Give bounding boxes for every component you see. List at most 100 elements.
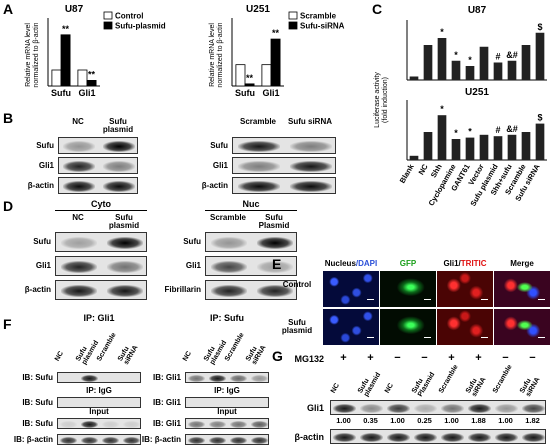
row-label: β-actin (294, 432, 325, 442)
band (63, 161, 95, 172)
column-header: Merge (494, 259, 550, 268)
column-header: Nucleus/DAPI (323, 259, 379, 268)
band (106, 261, 144, 273)
band (102, 437, 119, 444)
lane-label: Sufu siRNA (464, 376, 488, 398)
row-label: β-actin (24, 285, 51, 294)
band (522, 433, 545, 442)
blot-strip (330, 429, 546, 444)
micrograph (380, 271, 436, 307)
panel-letter: G (272, 348, 283, 364)
band (251, 421, 268, 428)
blot-title: Cyto (91, 199, 111, 209)
treatment-sign: − (421, 352, 428, 364)
micrograph (323, 271, 379, 307)
header-part: Merge (510, 259, 534, 268)
band (81, 437, 98, 444)
chart-title: U251 (246, 4, 270, 15)
y-axis-label: (fold induction) (382, 77, 389, 123)
legend-label: Sufu-plasmid (115, 22, 166, 31)
blot-strip (185, 418, 269, 429)
y-axis-label: normalized to β-actin (217, 22, 224, 87)
x-tick-label: Gli1 (262, 88, 279, 98)
band (238, 141, 280, 152)
x-tick-label: NC (417, 162, 431, 176)
bar (423, 45, 433, 80)
panel-c-charts: U87 * * * # &# $ Luciferase activity (fold induc… (374, 5, 547, 208)
band (251, 375, 268, 382)
significance: * (454, 50, 458, 60)
micrograph (323, 309, 379, 345)
blot-strip (55, 280, 147, 300)
treatment-sign: − (529, 352, 536, 364)
scale-bar (481, 337, 488, 338)
row-label: Gli1 (38, 160, 54, 170)
panel-letter: A (3, 1, 14, 17)
lane-label: Sufu Plasmid (258, 213, 290, 230)
row-label: Gli1 (185, 261, 201, 270)
panel-letter: C (372, 1, 383, 17)
bar (479, 46, 489, 80)
micrograph (494, 271, 550, 307)
band (333, 433, 356, 442)
row-label: IB: β-actin (13, 434, 53, 444)
blot-strip (185, 434, 269, 445)
bar (423, 132, 433, 160)
significance: ** (62, 24, 70, 34)
band (63, 141, 95, 152)
title-rule (205, 210, 297, 211)
y-axis-label: Relative mRNA level (209, 23, 216, 87)
bar (507, 60, 517, 80)
bar (437, 115, 447, 160)
legend-swatch (288, 21, 298, 30)
row-label: Sufu plasmid (281, 318, 313, 335)
band (230, 375, 247, 382)
row-label: Sufu (210, 140, 228, 150)
band (256, 237, 294, 249)
scale-bar (367, 337, 374, 338)
band-quantification: 1.00 (336, 416, 351, 425)
chart-title: U251 (465, 87, 489, 98)
row-label: Gli1 (35, 261, 51, 270)
blot-strip (185, 397, 269, 408)
significance: * (468, 55, 472, 65)
bar (451, 60, 461, 80)
band (414, 433, 437, 442)
blot-strip (205, 256, 297, 276)
band (106, 285, 144, 297)
blot-title: Nuc (242, 199, 260, 209)
blot-strip (232, 177, 336, 194)
legend-swatch (103, 21, 113, 30)
significance: $ (537, 113, 542, 123)
band (290, 161, 332, 172)
band (387, 404, 410, 413)
row-label: IB: Sufu (22, 418, 53, 428)
band (387, 433, 410, 442)
blot-strip (330, 400, 546, 415)
band-quantification: 1.88 (471, 416, 486, 425)
lane-label: Sufu plasmid (108, 213, 140, 230)
chart-title: U87 (65, 4, 84, 15)
header-part: Gli1/ (443, 259, 461, 268)
scale-bar (538, 299, 545, 300)
band (468, 404, 491, 413)
band (360, 404, 383, 413)
bar (51, 69, 62, 87)
band (441, 404, 464, 413)
lane-label: NC (72, 117, 84, 126)
bar (535, 32, 545, 80)
panel-letter: E (272, 256, 282, 272)
band (210, 261, 248, 273)
row-label: Gli1 (306, 403, 324, 413)
lane-label: NC (329, 382, 341, 395)
blot-strip (185, 372, 269, 383)
blot-strip (57, 434, 141, 445)
blot-title: IP: Gli1 (83, 313, 115, 323)
band (123, 437, 140, 444)
micrograph (494, 309, 550, 345)
lane-label: Sufu plasmid (102, 117, 134, 134)
significance: $ (537, 22, 542, 32)
treatment-sign: + (475, 352, 482, 364)
header-part: Nucleus (324, 259, 356, 268)
row-label: β-actin (201, 180, 228, 190)
